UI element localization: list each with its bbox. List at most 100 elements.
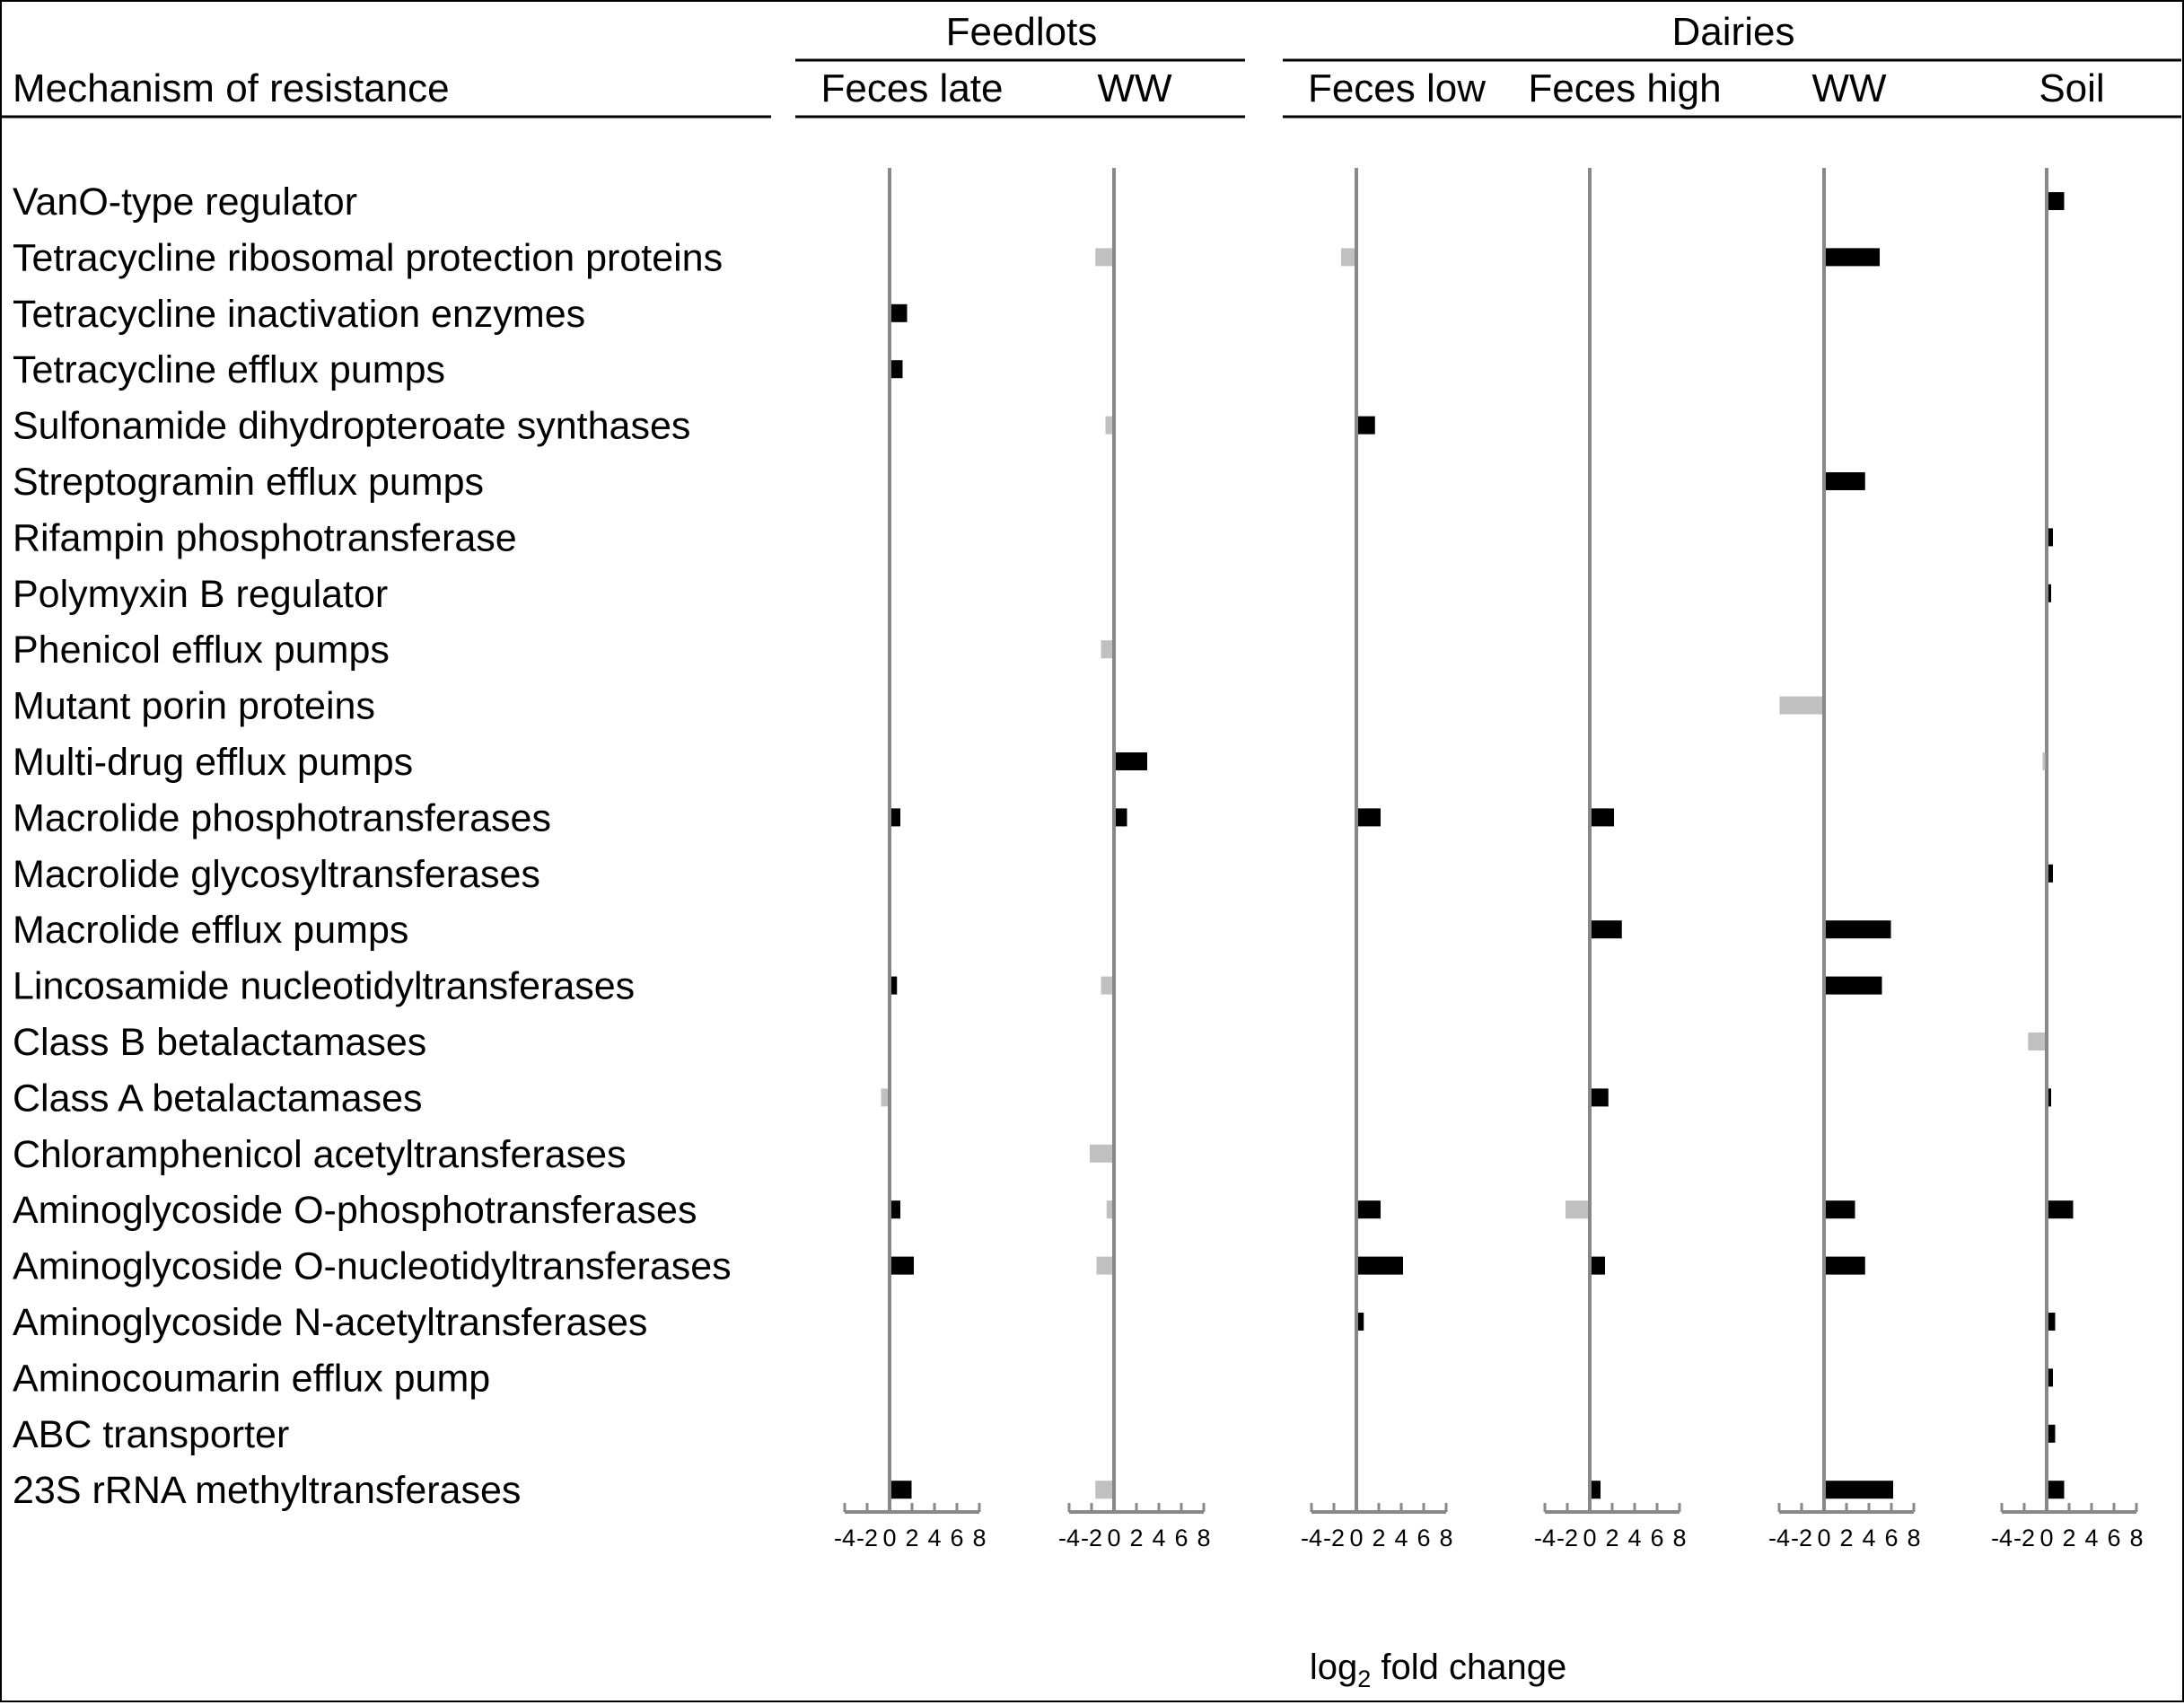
x-tick-label-feedlots-feces-late-4: 4: [927, 1525, 941, 1551]
bar-feedlots-ww-sulfonamide-dihydropteroate-synthases: [1105, 416, 1112, 435]
x-tick-label-dairies-feces-high-8: 8: [1672, 1525, 1686, 1551]
panel-dairies-feces-high: -4 -2 0 2 4 6 8: [1534, 168, 1687, 1551]
bar-dairies-ww-aminoglycoside-o-phosphotransferases: [1826, 1200, 1855, 1219]
x-axis-label-subscript: 2: [1357, 1665, 1371, 1692]
x-tick-label-dairies-ww-4: 4: [1862, 1525, 1875, 1551]
row-label-aminocoumarin-efflux-pump: Aminocoumarin efflux pump: [13, 1357, 490, 1400]
x-tick-label-dairies-soil-4: -4: [1991, 1525, 2013, 1551]
bar-dairies-feces-high-aminoglycoside-o-phosphotransferases: [1566, 1200, 1588, 1219]
bar-feedlots-feces-late-lincosamide-nucleotidyltransferases: [891, 976, 898, 995]
row-label-tetracycline-ribosomal-protection-proteins: Tetracycline ribosomal protection protei…: [13, 236, 723, 279]
x-tick-label-dairies-ww-0: 0: [1817, 1525, 1830, 1551]
x-tick-label-feedlots-feces-late-0: 0: [882, 1525, 896, 1551]
bar-dairies-soil-23s-rrna-methyltransferases: [2048, 1481, 2065, 1499]
bar-dairies-soil-aminocoumarin-efflux-pump: [2048, 1368, 2053, 1387]
bar-dairies-ww-aminoglycoside-o-nucleotidyltransferases: [1826, 1256, 1865, 1275]
x-tick-label-dairies-feces-low-6: 6: [1417, 1525, 1430, 1551]
x-tick-label-dairies-feces-high-4: 4: [1627, 1525, 1641, 1551]
x-tick-label-feedlots-ww-2: 2: [1129, 1525, 1143, 1551]
x-tick-label-dairies-feces-high-2: -2: [1557, 1525, 1578, 1551]
row-label-abc-transporter: ABC transporter: [13, 1413, 289, 1456]
x-tick-label-dairies-feces-low-4: 4: [1394, 1525, 1408, 1551]
bar-feedlots-feces-late-tetracycline-inactivation-enzymes: [891, 303, 908, 322]
panel-title-feedlots-ww: WW: [1097, 66, 1172, 110]
x-tick-label-feedlots-ww-2: -2: [1081, 1525, 1102, 1551]
panel-feedlots-feces-late: -4 -2 0 2 4 6 8: [834, 168, 987, 1551]
bar-feedlots-ww-lincosamide-nucleotidyltransferases: [1101, 976, 1112, 995]
bar-feedlots-feces-late-tetracycline-efflux-pumps: [891, 360, 903, 379]
x-tick-label-dairies-soil-8: 8: [2129, 1525, 2143, 1551]
row-label-tetracycline-inactivation-enzymes: Tetracycline inactivation enzymes: [13, 293, 585, 336]
panel-title-feces-low: Feces low: [1308, 66, 1486, 110]
bar-dairies-ww-lincosamide-nucleotidyltransferases: [1826, 976, 1882, 995]
bar-dairies-soil-class-b-betalactamases: [2028, 1033, 2045, 1050]
bar-dairies-ww-tetracycline-ribosomal-protection-proteins: [1826, 248, 1880, 267]
x-tick-label-dairies-ww-4: -4: [1768, 1525, 1790, 1551]
bar-dairies-ww-streptogramin-efflux-pumps: [1826, 472, 1865, 490]
x-tick-label-dairies-ww-2: -2: [1791, 1525, 1812, 1551]
panel-feedlots-ww: -4 -2 0 2 4 6 8: [1058, 168, 1211, 1551]
panels: -4 -2 0 2 4 6 8 -4 -2 0 2 4 6 8 -4 -2 0 2 4 6 8 -4 -2 0 2 4 6 8 -4 -2…: [834, 168, 2144, 1551]
panel-title-feces-late: Feces late: [821, 66, 1004, 110]
bar-dairies-soil-abc-transporter: [2048, 1424, 2056, 1443]
bar-feedlots-ww-macrolide-phosphotransferases: [1116, 808, 1127, 827]
x-tick-label-dairies-feces-low-0: 0: [1349, 1525, 1363, 1551]
bar-feedlots-ww-chloramphenicol-acetyltransferases: [1090, 1144, 1112, 1163]
x-tick-label-feedlots-ww-0: 0: [1107, 1525, 1120, 1551]
row-label-streptogramin-efflux-pumps: Streptogramin efflux pumps: [13, 461, 484, 504]
bar-feedlots-feces-late-23s-rrna-methyltransferases: [891, 1481, 912, 1499]
row-label-aminoglycoside-n-acetyltransferases: Aminoglycoside N-acetyltransferases: [13, 1301, 647, 1344]
x-tick-label-feedlots-ww-4: -4: [1058, 1525, 1080, 1551]
x-tick-label-dairies-feces-high-6: 6: [1650, 1525, 1663, 1551]
bar-dairies-soil-multi-drug-efflux-pumps: [2042, 752, 2046, 770]
bar-dairies-feces-high-macrolide-efflux-pumps: [1592, 920, 1622, 939]
bar-dairies-soil-macrolide-glycosyltransferases: [2048, 864, 2053, 883]
x-tick-label-dairies-soil-0: 0: [2039, 1525, 2053, 1551]
bar-dairies-feces-high-aminoglycoside-o-nucleotidyltransferases: [1592, 1256, 1605, 1275]
x-tick-label-dairies-soil-4: 4: [2084, 1525, 2098, 1551]
x-tick-label-dairies-feces-low-8: 8: [1439, 1525, 1452, 1551]
row-label-macrolide-glycosyltransferases: Macrolide glycosyltransferases: [13, 853, 540, 896]
x-tick-label-feedlots-feces-late-2: -2: [856, 1525, 878, 1551]
row-label-multi-drug-efflux-pumps: Multi-drug efflux pumps: [13, 741, 413, 784]
x-tick-label-feedlots-ww-8: 8: [1197, 1525, 1210, 1551]
x-tick-label-dairies-feces-high-2: 2: [1605, 1525, 1618, 1551]
bar-feedlots-feces-late-class-a-betalactamases: [881, 1088, 888, 1107]
bar-dairies-feces-low-macrolide-phosphotransferases: [1358, 808, 1381, 827]
bar-dairies-soil-polymyxin-b-regulator: [2048, 584, 2051, 602]
row-label-aminoglycoside-o-nucleotidyltransferases: Aminoglycoside O-nucleotidyltransferases: [13, 1245, 732, 1288]
x-tick-label-dairies-soil-6: 6: [2107, 1525, 2120, 1551]
bar-dairies-ww-mutant-porin-proteins: [1779, 696, 1822, 715]
row-label-polymyxin-b-regulator: Polymyxin B regulator: [13, 573, 388, 616]
row-label-phenicol-efflux-pumps: Phenicol efflux pumps: [13, 628, 390, 672]
bar-dairies-soil-aminoglycoside-n-acetyltransferases: [2048, 1313, 2056, 1331]
bar-dairies-soil-aminoglycoside-o-phosphotransferases: [2048, 1200, 2074, 1219]
row-label-chloramphenicol-acetyltransferases: Chloramphenicol acetyltransferases: [13, 1133, 627, 1176]
x-tick-label-dairies-feces-low-4: -4: [1301, 1525, 1322, 1551]
row-label-mutant-porin-proteins: Mutant porin proteins: [13, 685, 375, 728]
bar-dairies-soil-rifampin-phosphotransferase: [2048, 528, 2053, 547]
x-tick-label-feedlots-ww-4: 4: [1152, 1525, 1165, 1551]
row-label-macrolide-phosphotransferases: Macrolide phosphotransferases: [13, 796, 551, 839]
row-label-aminoglycoside-o-phosphotransferases: Aminoglycoside O-phosphotransferases: [13, 1189, 697, 1232]
row-label-23s-rrna-methyltransferases: 23S rRNA methyltransferases: [13, 1469, 521, 1512]
bar-dairies-feces-low-tetracycline-ribosomal-protection-proteins: [1341, 248, 1355, 267]
x-tick-label-feedlots-feces-late-6: 6: [950, 1525, 963, 1551]
x-tick-label-dairies-soil-2: -2: [2013, 1525, 2035, 1551]
panel-dairies-feces-low: -4 -2 0 2 4 6 8: [1301, 168, 1453, 1551]
x-tick-label-dairies-ww-2: 2: [1839, 1525, 1853, 1551]
row-label-tetracycline-efflux-pumps: Tetracycline efflux pumps: [13, 348, 445, 391]
x-tick-label-dairies-feces-low-2: 2: [1372, 1525, 1385, 1551]
row-label-macrolide-efflux-pumps: Macrolide efflux pumps: [13, 909, 408, 952]
bar-feedlots-ww-phenicol-efflux-pumps: [1101, 640, 1112, 659]
bar-dairies-feces-low-aminoglycoside-o-phosphotransferases: [1358, 1200, 1381, 1219]
panel-dairies-ww: -4 -2 0 2 4 6 8: [1768, 168, 1921, 1551]
x-tick-label-feedlots-feces-late-4: -4: [834, 1525, 855, 1551]
bar-dairies-soil-class-a-betalactamases: [2048, 1088, 2051, 1107]
x-tick-label-dairies-ww-8: 8: [1907, 1525, 1920, 1551]
bar-dairies-feces-low-aminoglycoside-o-nucleotidyltransferases: [1358, 1256, 1403, 1275]
row-label-class-a-betalactamases: Class A betalactamases: [13, 1077, 423, 1120]
bar-dairies-feces-low-sulfonamide-dihydropteroate-synthases: [1358, 416, 1375, 435]
row-label-header: Mechanism of resistance: [13, 66, 450, 110]
